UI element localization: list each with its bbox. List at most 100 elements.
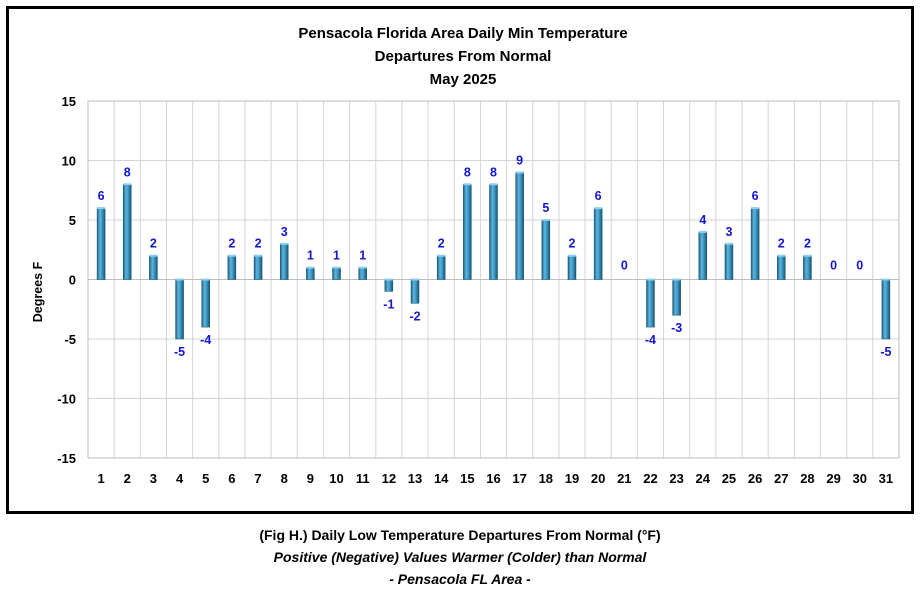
x-tick-label: 17 bbox=[512, 471, 526, 486]
x-tick-label: 27 bbox=[774, 471, 788, 486]
bar-cap bbox=[777, 254, 786, 257]
bar-cap bbox=[384, 278, 393, 281]
caption-line-2: Positive (Negative) Values Warmer (Colde… bbox=[273, 549, 647, 565]
bar-cap bbox=[672, 278, 681, 281]
x-tick-label: 31 bbox=[879, 471, 893, 486]
bar-day-5 bbox=[201, 279, 210, 328]
data-label-day-13: -2 bbox=[409, 309, 420, 323]
data-label-day-21: 0 bbox=[621, 259, 628, 273]
data-label-day-6: 2 bbox=[228, 237, 235, 251]
x-tick-label: 5 bbox=[202, 471, 209, 486]
bar-day-17 bbox=[515, 172, 524, 280]
data-label-day-3: 2 bbox=[150, 237, 157, 251]
data-label-day-25: 3 bbox=[725, 225, 732, 239]
bar-day-16 bbox=[489, 184, 498, 280]
x-tick-label: 12 bbox=[382, 471, 396, 486]
y-tick-label: 5 bbox=[69, 213, 76, 228]
bar-day-13 bbox=[410, 279, 420, 304]
bar-cap bbox=[803, 254, 812, 257]
bar-day-27 bbox=[777, 255, 786, 280]
bar-day-9 bbox=[306, 267, 315, 280]
bar-day-1 bbox=[96, 207, 106, 280]
bar-cap bbox=[724, 242, 733, 245]
y-tick-label: -15 bbox=[57, 451, 76, 466]
x-tick-label: 28 bbox=[800, 471, 814, 486]
y-tick-labels: -15 -10 -5 0 5 10 15 bbox=[57, 94, 76, 466]
data-label-day-16: 8 bbox=[490, 165, 497, 179]
data-label-day-1: 6 bbox=[98, 189, 105, 203]
bar-day-24 bbox=[698, 231, 708, 280]
data-label-day-14: 2 bbox=[438, 237, 445, 251]
x-tick-label: 2 bbox=[124, 471, 131, 486]
x-tick-label: 19 bbox=[565, 471, 579, 486]
figure-caption: (Fig H.) Daily Low Temperature Departure… bbox=[0, 524, 920, 590]
bar-cap bbox=[306, 266, 315, 269]
chart-title-line-1: Pensacola Florida Area Daily Min Tempera… bbox=[298, 25, 627, 42]
bar-chart: Pensacola Florida Area Daily Min Tempera… bbox=[31, 25, 900, 486]
x-tick-label: 8 bbox=[281, 471, 288, 486]
x-tick-label: 7 bbox=[254, 471, 261, 486]
bar-cap bbox=[332, 266, 341, 269]
data-labels: 6 8 2 -5 -4 2 2 3 1 1 1 -1 -2 2 8 8 9 5 2 6 0 -4 -3 4 3 6 2 2 0 0 -5 bbox=[98, 153, 892, 359]
bar-cap bbox=[97, 207, 106, 210]
y-tick-label: -5 bbox=[64, 332, 76, 347]
x-tick-label: 30 bbox=[853, 471, 867, 486]
data-label-day-19: 2 bbox=[569, 237, 576, 251]
data-label-day-22: -4 bbox=[645, 333, 656, 347]
data-label-day-28: 2 bbox=[804, 237, 811, 251]
bar-cap bbox=[751, 207, 760, 210]
bar-cap bbox=[646, 278, 655, 281]
bar-day-12 bbox=[384, 279, 394, 292]
bar-cap bbox=[463, 183, 472, 186]
data-label-day-24: 4 bbox=[699, 213, 706, 227]
x-tick-label: 6 bbox=[228, 471, 235, 486]
data-label-day-7: 2 bbox=[255, 237, 262, 251]
x-tick-label: 23 bbox=[669, 471, 683, 486]
data-label-day-23: -3 bbox=[671, 321, 682, 335]
data-label-day-17: 9 bbox=[516, 153, 523, 167]
bars bbox=[96, 171, 891, 340]
x-tick-label: 29 bbox=[826, 471, 840, 486]
data-label-day-18: 5 bbox=[542, 201, 549, 215]
x-tick-label: 4 bbox=[176, 471, 184, 486]
data-label-day-10: 1 bbox=[333, 249, 340, 263]
bar-cap bbox=[489, 183, 498, 186]
x-tick-label: 11 bbox=[356, 471, 370, 486]
bar-day-14 bbox=[436, 255, 446, 280]
bar-cap bbox=[149, 254, 158, 257]
x-tick-label: 9 bbox=[307, 471, 314, 486]
bar-day-22 bbox=[646, 279, 655, 328]
caption-line-1: (Fig H.) Daily Low Temperature Departure… bbox=[259, 527, 661, 543]
bar-day-15 bbox=[463, 184, 472, 280]
bar-cap bbox=[175, 278, 184, 281]
bar-cap bbox=[567, 254, 576, 257]
data-label-day-5: -4 bbox=[200, 333, 211, 347]
x-tick-label: 25 bbox=[722, 471, 736, 486]
x-tick-label: 15 bbox=[460, 471, 474, 486]
bar-cap bbox=[698, 230, 707, 233]
data-label-day-2: 8 bbox=[124, 165, 131, 179]
plot-area-border bbox=[87, 100, 900, 459]
bar-day-31 bbox=[881, 279, 891, 340]
data-label-day-9: 1 bbox=[307, 249, 314, 263]
bar-cap bbox=[358, 266, 367, 269]
y-tick-label: 0 bbox=[69, 273, 76, 288]
data-label-day-29: 0 bbox=[830, 259, 837, 273]
x-tick-label: 14 bbox=[434, 471, 449, 486]
bar-day-25 bbox=[724, 243, 734, 280]
bar-cap bbox=[541, 219, 550, 221]
bar-day-23 bbox=[672, 279, 681, 316]
bar-cap bbox=[411, 278, 420, 281]
chart-frame: Pensacola Florida Area Daily Min Tempera… bbox=[6, 6, 914, 514]
bar-day-20 bbox=[593, 207, 603, 280]
chart-title: Pensacola Florida Area Daily Min Tempera… bbox=[298, 25, 627, 88]
bar-day-18 bbox=[541, 219, 551, 280]
bar-day-19 bbox=[567, 255, 577, 280]
x-tick-label: 1 bbox=[97, 471, 104, 486]
bar-day-26 bbox=[750, 207, 760, 280]
bar-cap bbox=[254, 254, 263, 257]
data-label-day-4: -5 bbox=[174, 345, 185, 359]
x-tick-label: 13 bbox=[408, 471, 422, 486]
x-tick-label: 21 bbox=[617, 471, 631, 486]
caption-line-3: - Pensacola FL Area - bbox=[389, 571, 531, 587]
